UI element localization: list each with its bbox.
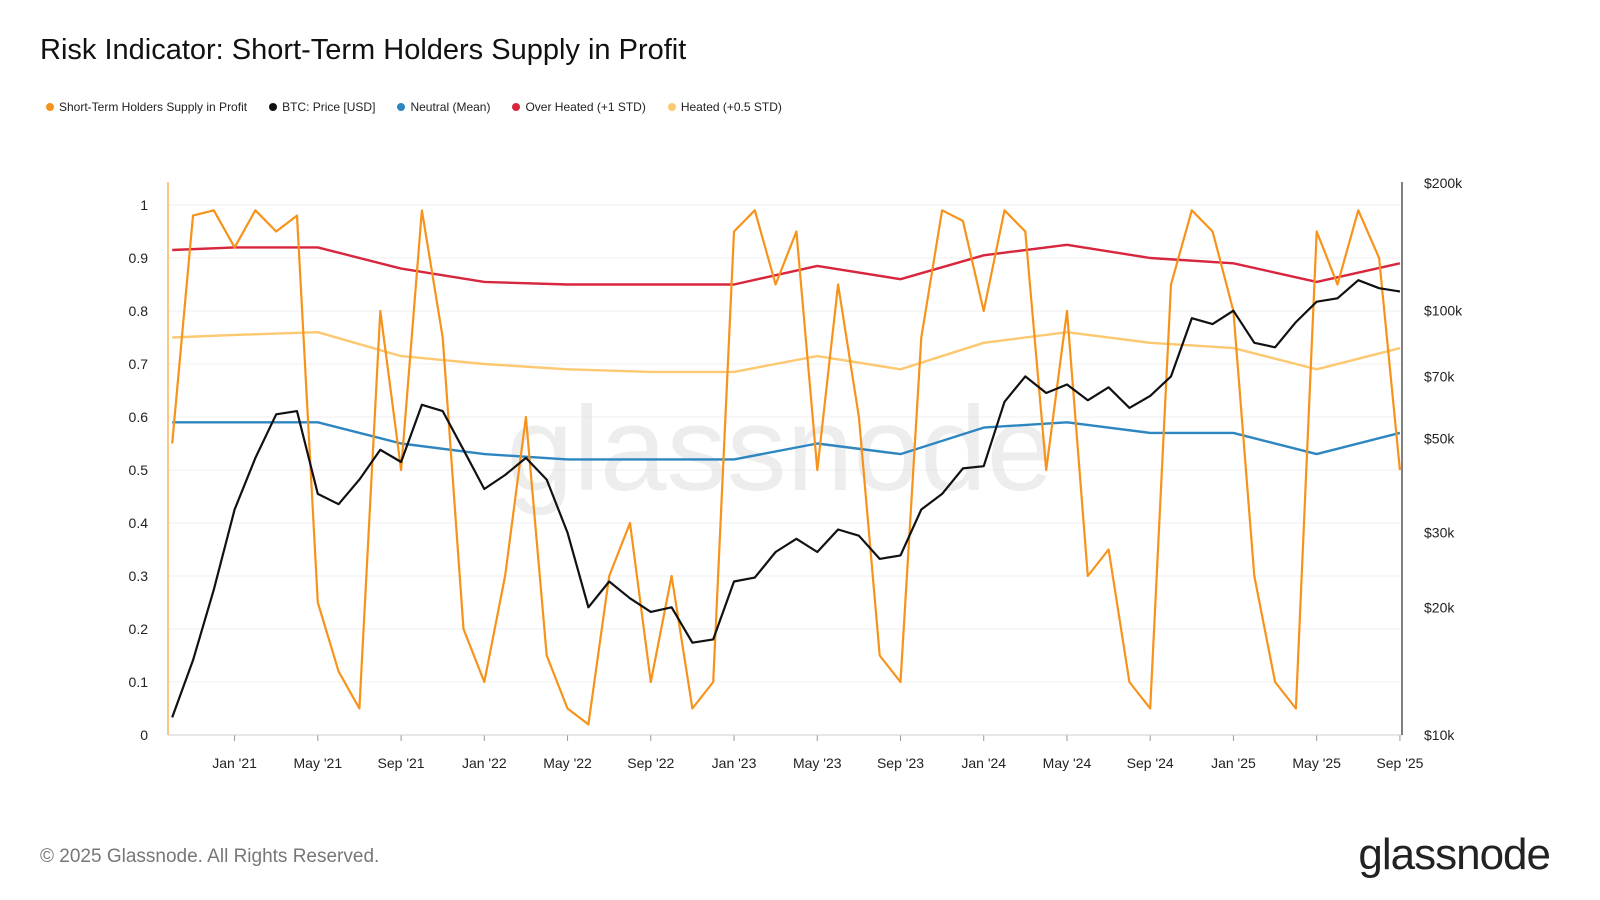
legend-item-over-heated[interactable]: Over Heated (+1 STD) [512,100,646,114]
copyright-footer: © 2025 Glassnode. All Rights Reserved. [40,846,380,867]
x-tick-label: Sep '22 [627,755,674,771]
y-left-tick-label: 0.3 [129,568,149,584]
x-tick-label: May '22 [543,755,592,771]
legend-dot-icon [269,103,278,111]
legend-label: Heated (+0.5 STD) [680,100,782,114]
x-tick-label: Jan '21 [212,755,257,771]
legend-dot-icon [667,103,676,111]
y-right-tick-label: $20k [1424,599,1455,615]
y-right-tick-label: $50k [1424,430,1455,446]
y-right-tick-label: $200k [1424,175,1463,191]
x-tick-label: Jan '22 [462,755,507,771]
legend-dot-icon [46,103,54,111]
y-left-tick-label: 0.6 [129,409,149,425]
legend-label: Neutral (Mean) [410,100,491,114]
legend-item-neutral[interactable]: Neutral (Mean) [397,100,490,114]
x-tick-label: Sep '24 [1127,755,1174,771]
y-right-tick-label: $70k [1424,368,1455,384]
y-left-tick-label: 0 [140,727,148,743]
y-right-tick-label: $100k [1424,303,1463,319]
legend: Short-Term Holders Supply in Profit BTC:… [46,100,782,114]
x-tick-label: May '25 [1292,755,1341,771]
series-line-0 [171,209,1401,726]
x-tick-label: Sep '25 [1376,755,1423,771]
chart-title: Risk Indicator: Short-Term Holders Suppl… [40,34,687,66]
series-line-4 [172,331,1401,374]
y-left-tick-label: 0.1 [129,674,149,690]
x-tick-label: Jan '24 [961,755,1006,771]
y-left-tick-label: 0.8 [129,303,149,319]
legend-item-heated[interactable]: Heated (+0.5 STD) [667,100,782,114]
x-tick-label: May '23 [793,755,842,771]
legend-label: Over Heated (+1 STD) [525,100,646,114]
x-tick-label: May '21 [294,755,343,771]
y-left-tick-label: 0.2 [129,621,149,637]
series-line-2 [172,421,1401,461]
x-tick-label: Sep '21 [378,755,425,771]
x-tick-label: May '24 [1043,755,1092,771]
legend-dot-icon [397,103,406,111]
brand-logo: glassnode [1358,830,1551,879]
x-tick-label: Jan '25 [1211,755,1256,771]
y-right-tick-label: $30k [1424,525,1455,541]
legend-label: BTC: Price [USD] [282,100,376,114]
x-tick-label: Sep '23 [877,755,924,771]
series-layer [171,209,1401,726]
watermark: glassnode [506,382,1053,516]
legend-item-sth-supply[interactable]: Short-Term Holders Supply in Profit [46,100,247,114]
y-left-tick-label: 1 [140,197,148,213]
y-left-tick-label: 0.7 [129,356,149,372]
series-line-3 [172,243,1401,286]
x-tick-label: Jan '23 [712,755,757,771]
y-left-tick-label: 0.4 [129,515,149,531]
y-left-tick-label: 0.9 [129,250,149,266]
series-line-1 [171,279,1401,718]
y-right-tick-label: $10k [1424,727,1455,743]
legend-label: Short-Term Holders Supply in Profit [59,100,248,114]
axes: 0 0.1 0.2 0.3 0.4 0.5 0.6 0.7 0.8 0.9 1 $10k $20k $30… [129,175,1464,771]
legend-item-btc-price[interactable]: BTC: Price [USD] [269,100,375,114]
legend-dot-icon [512,103,521,111]
y-left-tick-label: 0.5 [129,462,149,478]
